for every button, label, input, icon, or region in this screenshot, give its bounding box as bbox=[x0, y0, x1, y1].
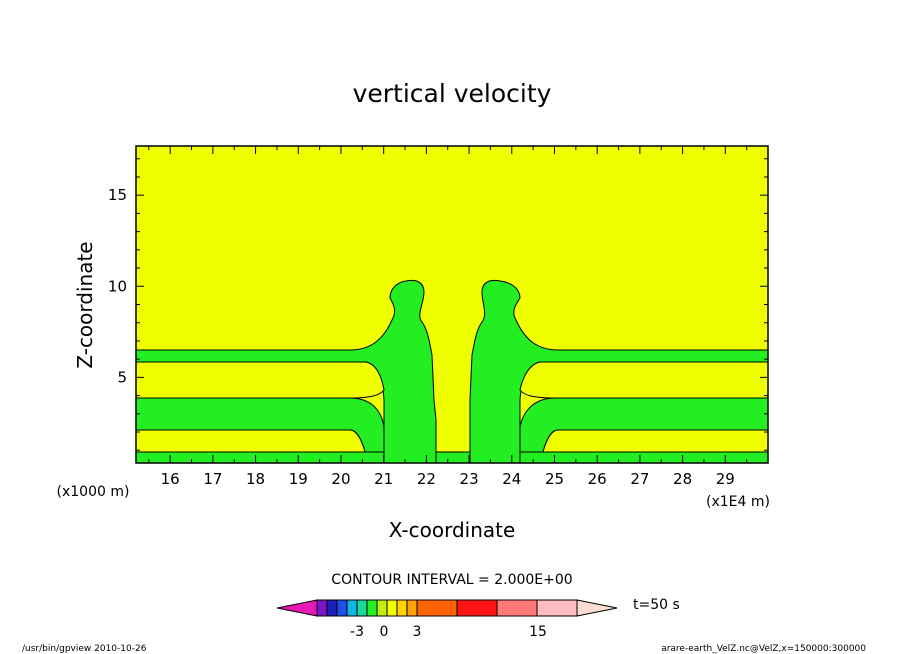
colorbar-segment bbox=[396, 599, 408, 617]
footer-left: /usr/bin/gpview 2010-10-26 bbox=[22, 644, 147, 654]
axis-ticks bbox=[136, 146, 768, 463]
colorbar-segment bbox=[356, 599, 368, 617]
colorbar-segment bbox=[276, 599, 318, 617]
plot-area bbox=[135, 145, 769, 464]
colorbar-segment bbox=[386, 599, 398, 617]
x-tick-label: 17 bbox=[203, 470, 222, 488]
x-tick-label: 19 bbox=[289, 470, 308, 488]
x-tick-label: 29 bbox=[716, 470, 735, 488]
contour-interval-label: CONTOUR INTERVAL = 2.000E+00 bbox=[331, 572, 572, 588]
contour-left-middle-lobe bbox=[135, 361, 385, 399]
x-axis-label: X-coordinate bbox=[389, 518, 516, 542]
colorbar-segment bbox=[336, 599, 348, 617]
colorbar-labels: -3 0 3 15 bbox=[350, 624, 547, 640]
colorbar-segment bbox=[406, 599, 418, 617]
colorbar-segment bbox=[536, 599, 578, 617]
x-tick-label: 26 bbox=[588, 470, 607, 488]
x-tick-label: 18 bbox=[246, 470, 265, 488]
y-axis-label: Z-coordinate bbox=[73, 241, 97, 368]
x-units-label: (x1E4 m) bbox=[706, 494, 770, 510]
colorbar-segment bbox=[376, 599, 388, 617]
colorbar-label: 0 bbox=[380, 624, 389, 640]
footer-right: arare-earth_VelZ.nc@VelZ,x=150000:300000 bbox=[661, 644, 866, 654]
colorbar-label: -3 bbox=[350, 624, 364, 640]
colorbar-label: 15 bbox=[529, 624, 547, 640]
y-tick-label: 5 bbox=[117, 368, 127, 386]
contour-left-bottom-lobe bbox=[135, 429, 366, 453]
colorbar-segment bbox=[346, 599, 358, 617]
colorbar-label: 3 bbox=[413, 624, 422, 640]
y-tick-label: 15 bbox=[108, 186, 127, 204]
colorbar bbox=[276, 599, 618, 617]
colorbar-segment bbox=[366, 599, 378, 617]
x-tick-labels: 16 17 18 19 20 21 22 23 24 25 26 27 28 29 bbox=[161, 470, 735, 488]
colorbar-segment bbox=[326, 599, 338, 617]
colorbar-segment bbox=[416, 599, 458, 617]
colorbar-segment bbox=[456, 599, 498, 617]
contour-right-middle-lobe bbox=[519, 361, 769, 399]
x-tick-label: 27 bbox=[630, 470, 649, 488]
x-tick-label: 16 bbox=[161, 470, 180, 488]
x-tick-label: 23 bbox=[460, 470, 479, 488]
colorbar-segment bbox=[496, 599, 538, 617]
chart-title: vertical velocity bbox=[353, 79, 552, 108]
y-tick-labels: 5 10 15 bbox=[108, 186, 127, 386]
x-tick-label: 28 bbox=[673, 470, 692, 488]
x-tick-label: 21 bbox=[374, 470, 393, 488]
contour-band-lower bbox=[135, 451, 769, 464]
colorbar-segment bbox=[316, 599, 328, 617]
contour-right-bottom-lobe bbox=[542, 429, 769, 453]
colorbar-segment bbox=[576, 599, 618, 617]
x-tick-label: 24 bbox=[502, 470, 521, 488]
y-units-label: (x1000 m) bbox=[57, 484, 130, 500]
y-tick-label: 10 bbox=[108, 277, 127, 295]
time-label: t=50 s bbox=[633, 597, 680, 613]
x-tick-label: 22 bbox=[417, 470, 436, 488]
x-tick-label: 20 bbox=[331, 470, 350, 488]
x-tick-label: 25 bbox=[545, 470, 564, 488]
